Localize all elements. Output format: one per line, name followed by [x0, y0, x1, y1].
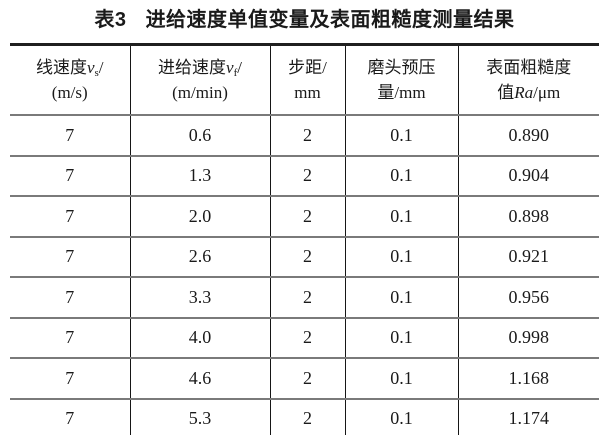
measurement-table: 线速度vs/ (m/s) 进给速度vf/ (m/min) 步距/ mm 磨头预压…	[10, 43, 599, 435]
table-row: 7 1.3 2 0.1 0.904	[10, 154, 599, 196]
header-line1: 步距/	[288, 58, 327, 77]
table-body: 7 0.6 2 0.1 0.890 7 1.3 2 0.1 0.904 7 2.0 2 0.1 0.898 7…	[10, 115, 599, 435]
table-cell: 7	[10, 195, 130, 237]
header-line1: 表面粗糙度	[486, 58, 572, 77]
var-subscript: s	[94, 67, 99, 79]
table-cell: 2	[269, 195, 345, 237]
table-cell: 0.1	[344, 115, 458, 156]
table-row: 7 4.0 2 0.1 0.998	[10, 316, 599, 358]
table-cell: 1.168	[457, 357, 599, 399]
table-row: 7 4.6 2 0.1 1.168	[10, 357, 599, 399]
col-header-roughness: 表面粗糙度 值Ra/μm	[457, 44, 599, 116]
table-cell: 0.1	[344, 195, 458, 237]
table-row: 7 2.6 2 0.1 0.921	[10, 235, 599, 277]
var-subscript: f	[233, 67, 238, 79]
var-symbol: v	[86, 58, 95, 77]
table-cell: 0.998	[457, 316, 599, 358]
table-cell: 7	[10, 357, 130, 399]
header-line1: 进给速度vf/	[158, 58, 242, 79]
table-cell: 0.890	[457, 115, 599, 156]
table-cell: 0.1	[344, 316, 458, 358]
table-cell: 2.0	[129, 195, 270, 237]
table-cell: 2	[269, 115, 345, 156]
table-row: 7 5.3 2 0.1 1.174	[10, 397, 599, 435]
table-cell: 1.3	[129, 154, 270, 196]
header-row: 线速度vs/ (m/s) 进给速度vf/ (m/min) 步距/ mm 磨头预压…	[10, 44, 599, 116]
header-unit: 量/mm	[377, 83, 426, 102]
table-cell: 0.1	[344, 397, 458, 435]
table-cell: 2	[269, 235, 345, 277]
table-cell: 2.6	[129, 235, 270, 277]
col-header-step: 步距/ mm	[269, 44, 345, 116]
table-cell: 4.6	[129, 357, 270, 399]
table-cell: 2	[269, 316, 345, 358]
col-header-linear-speed: 线速度vs/ (m/s)	[10, 44, 130, 116]
table-caption-label: 表3	[94, 9, 127, 31]
table-cell: 7	[10, 397, 130, 435]
table-cell: 5.3	[129, 397, 270, 435]
table-cell: 4.0	[129, 316, 270, 358]
table-cell: 7	[10, 235, 130, 277]
table-cell: 3.3	[129, 276, 270, 318]
header-line1: 磨头预压	[367, 58, 436, 77]
table-row: 7 0.6 2 0.1 0.890	[10, 115, 599, 156]
table-cell: 0.921	[457, 235, 599, 277]
var-symbol: v	[226, 58, 234, 77]
table-cell: 7	[10, 316, 130, 358]
table-cell: 0.904	[457, 154, 599, 196]
header-line1: 线速度vs/	[35, 58, 104, 79]
header-unit: (m/min)	[172, 83, 228, 102]
table-cell: 0.898	[457, 195, 599, 237]
table-cell: 0.1	[344, 235, 458, 277]
table-cell: 7	[10, 276, 130, 318]
col-header-feed-speed: 进给速度vf/ (m/min)	[129, 44, 270, 116]
table-cell: 0.6	[129, 115, 270, 156]
header-unit: (m/s)	[51, 83, 88, 102]
table-row: 7 3.3 2 0.1 0.956	[10, 276, 599, 318]
table-header: 线速度vs/ (m/s) 进给速度vf/ (m/min) 步距/ mm 磨头预压…	[10, 44, 599, 116]
header-unit: mm	[294, 83, 321, 102]
header-unit: 值Ra/μm	[497, 83, 561, 102]
table-cell: 2	[269, 397, 345, 435]
table-cell: 1.174	[457, 397, 599, 435]
table-cell: 2	[269, 357, 345, 399]
table-cell: 2	[269, 154, 345, 196]
table-cell: 7	[65, 124, 75, 145]
ra-symbol: Ra	[514, 83, 534, 102]
table-cell: 0.1	[344, 357, 458, 399]
table-row: 7 2.0 2 0.1 0.898	[10, 195, 599, 237]
table-cell: 7	[10, 154, 130, 196]
table-caption: 表3 进给速度单值变量及表面粗糙度测量结果	[0, 0, 609, 34]
table-cell: 2	[269, 276, 345, 318]
table-cell: 0.956	[457, 276, 599, 318]
table-caption-text: 进给速度单值变量及表面粗糙度测量结果	[145, 9, 515, 31]
table-cell: 0.1	[344, 276, 458, 318]
table-cell: 0.1	[344, 154, 458, 196]
col-header-preload: 磨头预压 量/mm	[344, 44, 458, 116]
